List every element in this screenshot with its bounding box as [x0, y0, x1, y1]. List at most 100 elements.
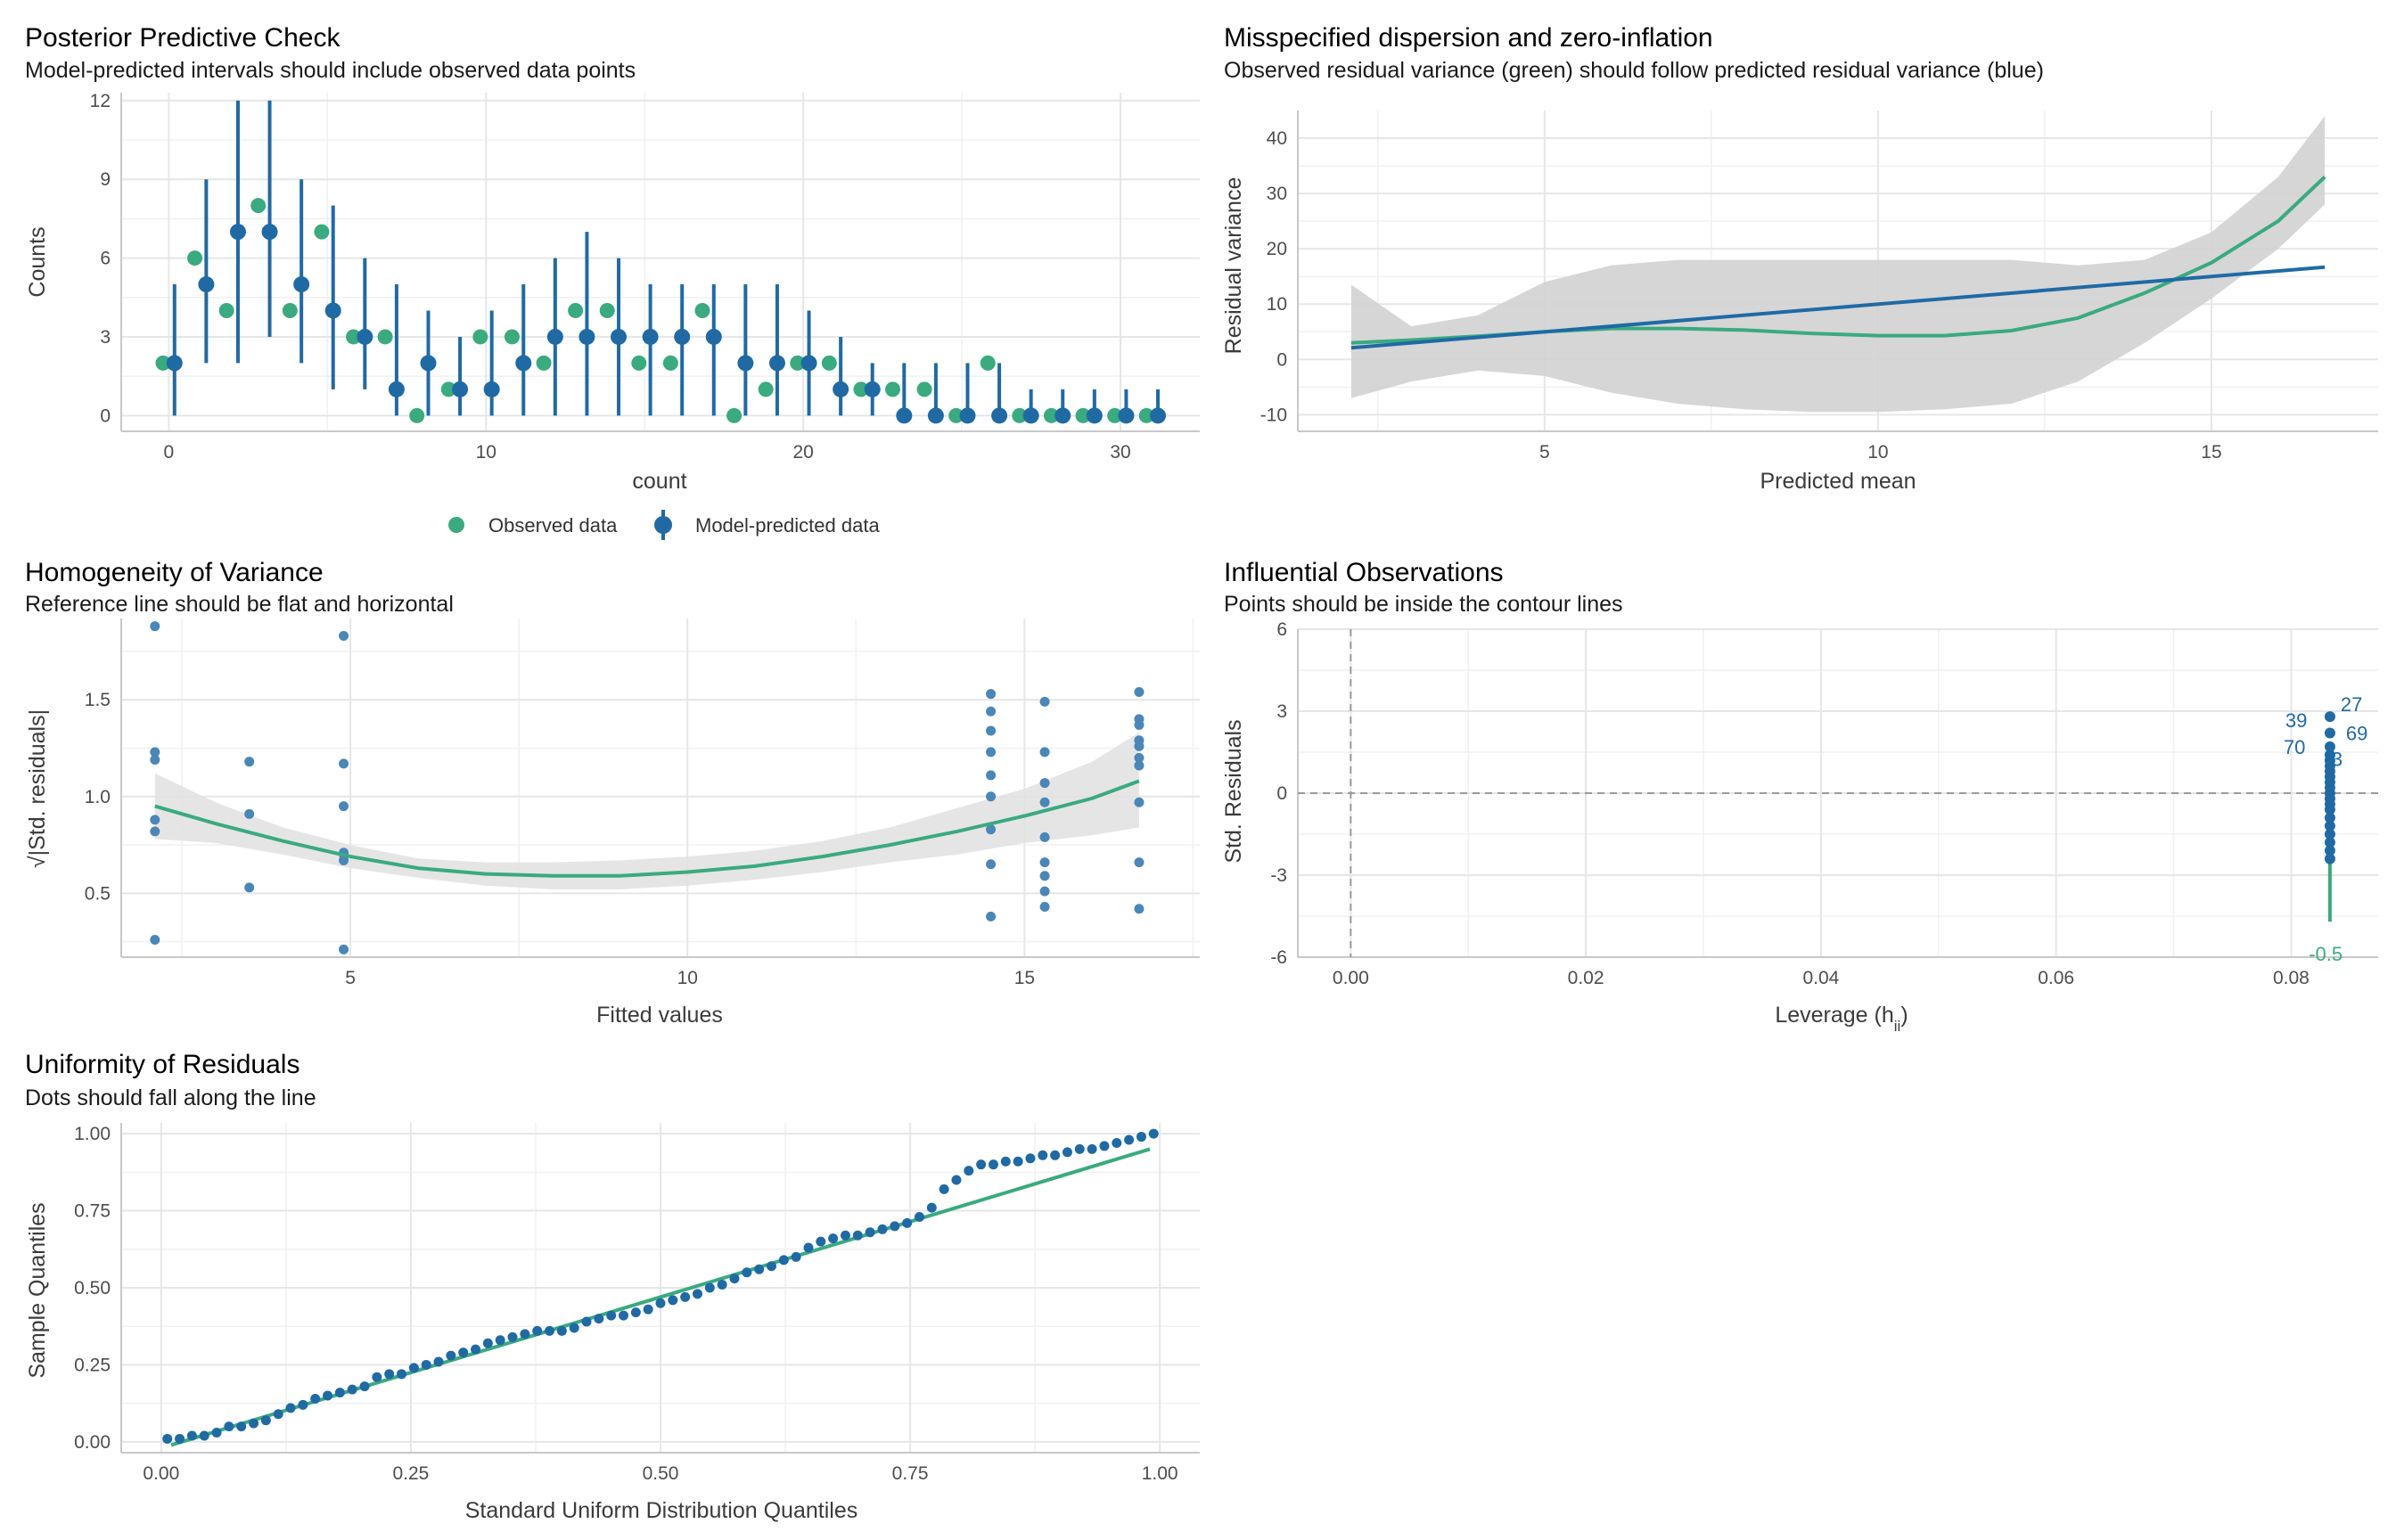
residual-point: [1039, 886, 1050, 897]
observation-point: [2324, 741, 2335, 752]
residual-point: [986, 770, 997, 781]
influential-x-axis-label-sub: ii: [1894, 1018, 1901, 1035]
x-tick-label: 0.06: [2038, 968, 2074, 988]
ppc-marks: [155, 198, 1167, 424]
residual-point: [986, 689, 997, 700]
uniformity-title: Uniformity of Residuals: [25, 1050, 300, 1079]
predicted-point: [927, 407, 944, 424]
predicted-point: [261, 224, 278, 241]
predicted-point: [1086, 407, 1103, 424]
quantile-point: [902, 1217, 913, 1228]
uniformity-y-axis-label: Sample Quantiles: [25, 1202, 50, 1378]
homogeneity-panel: Homogeneity of Variance Reference line s…: [25, 558, 1200, 1028]
predicted-point: [229, 224, 246, 241]
quantile-point: [1050, 1150, 1061, 1160]
observed-point: [1012, 407, 1028, 423]
predicted-point: [896, 407, 913, 424]
predicted-point: [515, 355, 532, 372]
homogeneity-y-axis-label: √|Std. residuals|: [25, 709, 50, 868]
quantile-point: [976, 1159, 987, 1170]
predicted-point: [324, 302, 341, 319]
legend-observed-label: Observed data: [488, 514, 618, 537]
predicted-point: [674, 328, 691, 345]
predicted-point: [705, 328, 722, 345]
legend-predicted-label: Model-predicted data: [695, 514, 880, 537]
residual-point: [339, 944, 349, 954]
ppc-subtitle: Model-predicted intervals should include…: [25, 58, 636, 83]
quantile-point: [556, 1325, 567, 1336]
quantile-point: [778, 1255, 789, 1266]
quantile-point: [347, 1384, 357, 1395]
dispersion-tick-labels: 5 10 15 -10 0 10 20 30 40: [1260, 128, 2222, 463]
quantile-point: [285, 1403, 296, 1413]
homogeneity-tick-labels: 5 10 15 0.5 1.0 1.5: [85, 690, 1035, 988]
predicted-point: [420, 355, 437, 372]
ppc-title: Posterior Predictive Check: [25, 23, 341, 53]
homogeneity-confidence-band: [154, 733, 1139, 889]
homogeneity-subtitle: Reference line should be flat and horizo…: [25, 592, 454, 617]
quantile-point: [273, 1409, 283, 1420]
quantile-point: [186, 1430, 197, 1441]
quantile-point: [742, 1267, 752, 1278]
observed-point: [440, 381, 456, 397]
quantile-point: [1124, 1135, 1135, 1145]
residual-point: [986, 859, 997, 870]
predicted-point: [1022, 407, 1039, 424]
quantile-point: [1136, 1132, 1146, 1143]
observed-point: [726, 407, 743, 423]
residual-point: [986, 824, 997, 835]
y-tick-label: 1.00: [74, 1124, 111, 1144]
y-tick-label: 1.0: [85, 787, 111, 807]
residual-point: [244, 808, 255, 819]
quantile-point: [334, 1388, 345, 1398]
residual-point: [244, 757, 255, 767]
residual-point: [1039, 797, 1050, 807]
quantile-point: [630, 1307, 641, 1318]
dispersion-confidence-band: [1350, 116, 2326, 413]
y-tick-label: 0.50: [74, 1278, 111, 1298]
observed-point: [1107, 407, 1123, 423]
residual-point: [1039, 831, 1050, 842]
observation-point: [2324, 812, 2335, 823]
residual-point: [1039, 696, 1050, 707]
uniformity-subtitle: Dots should fall along the line: [25, 1085, 316, 1110]
x-tick-label: 1.00: [1142, 1463, 1178, 1484]
quantile-point: [260, 1415, 271, 1426]
dispersion-y-axis-label: Residual variance: [1221, 177, 1246, 355]
predicted-point: [833, 381, 849, 397]
ppc-tick-labels: 0 10 20 30 0 3 6 9 12: [90, 91, 1131, 463]
predicted-point: [611, 328, 628, 345]
quantile-point: [594, 1314, 604, 1324]
observed-point: [885, 381, 901, 397]
quantile-point: [766, 1261, 776, 1272]
uniformity-reference-line: [170, 1147, 1151, 1447]
observed-point: [662, 355, 678, 371]
y-tick-label: 0.75: [74, 1201, 111, 1222]
quantile-point: [1038, 1150, 1048, 1160]
quantile-point: [964, 1166, 974, 1176]
predicted-point: [166, 355, 183, 372]
predicted-variance-line: [1350, 265, 2326, 350]
quantile-point: [482, 1338, 493, 1348]
influential-x-axis-label: Leverage (hii): [1775, 1003, 1908, 1035]
observation-label: 69: [2346, 723, 2367, 745]
quantile-point: [1148, 1128, 1159, 1139]
quantile-point: [1074, 1143, 1085, 1154]
y-tick-label: 3: [1276, 701, 1287, 722]
quantile-point: [816, 1236, 826, 1247]
observed-point: [916, 381, 932, 397]
observed-point: [155, 355, 171, 371]
quantile-point: [397, 1369, 407, 1380]
predicted-point: [483, 381, 500, 397]
uniformity-marks: [162, 1128, 1159, 1447]
predicted-point: [959, 407, 976, 424]
legend-predicted-swatch: [654, 516, 672, 534]
residual-point: [1039, 871, 1050, 881]
quantile-point: [545, 1325, 555, 1336]
x-tick-label: 0.75: [892, 1463, 929, 1484]
residual-point: [244, 882, 255, 893]
x-tick-label: 0.02: [1568, 968, 1604, 988]
y-tick-label: -6: [1270, 947, 1287, 968]
quantile-point: [1062, 1147, 1072, 1158]
predicted-point: [388, 381, 405, 397]
